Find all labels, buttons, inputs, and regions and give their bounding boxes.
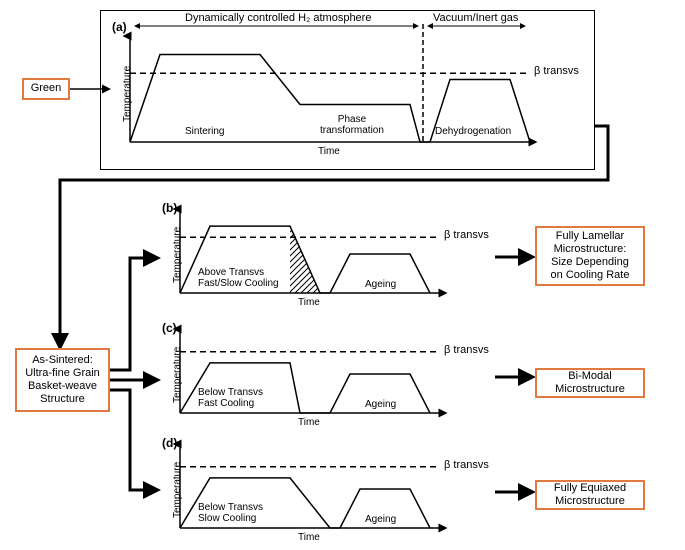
panel-a-border [100, 10, 595, 170]
as-sintered-box: As-Sintered: Ultra-fine Grain Basket-wea… [15, 348, 110, 412]
green-box: Green [22, 78, 70, 100]
lamellar-box: Fully Lamellar Microstructure: Size Depe… [535, 226, 645, 286]
equiaxed-box: Fully Equiaxed Microstructure [535, 480, 645, 510]
bimodal-box: Bi-Modal Microstructure [535, 368, 645, 398]
